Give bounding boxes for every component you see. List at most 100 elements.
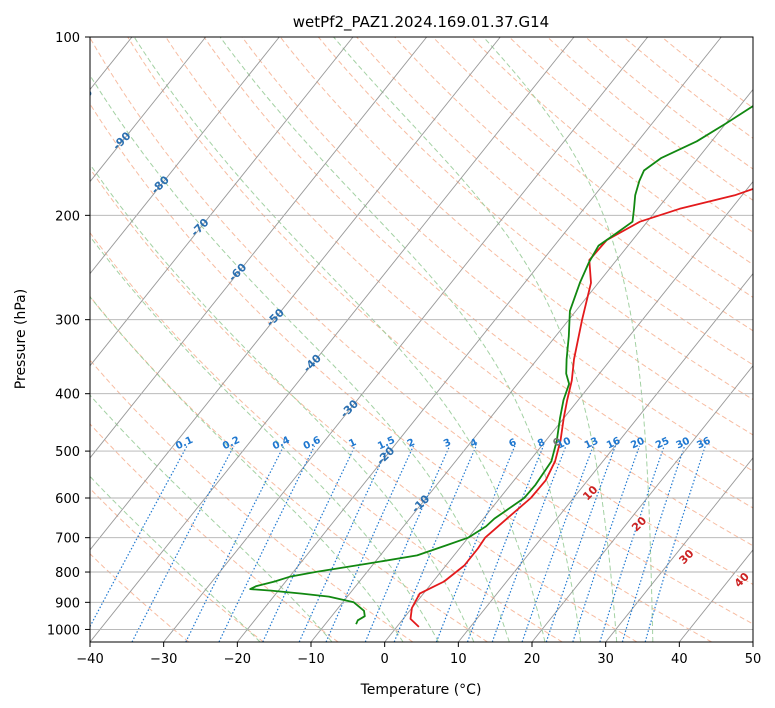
x-tick-label: 20 <box>524 652 541 667</box>
dry-adiabat <box>470 37 753 266</box>
mixing-ratio-label: 2 <box>406 437 417 450</box>
mixing-ratio-label: 36 <box>695 436 712 452</box>
dry-adiabat <box>356 37 753 366</box>
y-tick-label: 1000 <box>47 623 80 638</box>
y-tick-label: 100 <box>55 31 80 46</box>
dry-adiabat <box>279 37 753 436</box>
x-tick-label: −10 <box>297 652 324 667</box>
mixing-ratio-line <box>393 445 477 642</box>
y-tick-label: 500 <box>55 445 80 460</box>
y-tick-label: 600 <box>55 492 80 507</box>
dry-adiabat <box>90 103 712 642</box>
x-tick-label: −20 <box>224 652 251 667</box>
y-tick-label: 900 <box>55 596 80 611</box>
y-tick-label: 300 <box>55 314 80 329</box>
isotherm-label: -60 <box>226 261 249 284</box>
x-tick-label: −30 <box>150 652 177 667</box>
isotherm-line <box>90 37 280 275</box>
mixing-ratio-label: 10 <box>556 436 573 452</box>
moist-adiabat <box>90 74 510 642</box>
chart-title: wetPf2_PAZ1.2024.169.01.37.G14 <box>293 13 549 32</box>
mixing-ratio-label: 6 <box>507 437 518 450</box>
mixing-ratio-line <box>466 445 544 642</box>
isotherm-label: -90 <box>110 129 133 152</box>
moist-adiabat <box>333 37 618 642</box>
isotherm-label: -50 <box>264 306 287 329</box>
dry-adiabat <box>90 295 488 642</box>
moist-adiabat <box>90 235 439 642</box>
mixing-ratio-label: 16 <box>605 436 622 452</box>
moist-adiabat <box>483 37 654 642</box>
mixing-ratio-line <box>545 445 616 642</box>
isotherm-line <box>605 457 753 642</box>
isotherm-line <box>90 37 575 642</box>
mixing-ratio-line <box>521 445 594 642</box>
mixing-ratio-line <box>364 445 451 642</box>
y-tick-label: 800 <box>55 566 80 581</box>
isotherm-label: -100 <box>67 86 96 115</box>
dry-adiabat <box>508 37 753 233</box>
isotherm-line <box>678 549 753 642</box>
isotherm-line <box>90 37 428 459</box>
mixing-ratio-line <box>599 445 665 642</box>
dry-adiabat <box>90 487 264 642</box>
dry-adiabat <box>432 37 753 298</box>
dry-adiabat <box>318 37 753 401</box>
x-tick-label: 40 <box>671 652 688 667</box>
mixing-ratio-label: 25 <box>654 436 671 452</box>
mixing-ratio-line <box>262 445 356 642</box>
mixing-ratio-label: 20 <box>629 436 646 452</box>
x-tick-label: −40 <box>76 652 103 667</box>
dry-adiabat <box>547 37 753 201</box>
mixing-ratio-label: 3 <box>442 437 453 450</box>
isotherm-line <box>752 641 753 642</box>
mixing-ratio-label: 4 <box>469 437 480 450</box>
moist-adiabat <box>90 475 261 642</box>
x-axis-label: Temperature (°C) <box>360 682 482 698</box>
isotherm-label: -30 <box>338 397 361 420</box>
mixing-ratio-line <box>435 445 516 642</box>
isotherm-line <box>531 365 753 642</box>
isotherm-line <box>90 37 207 183</box>
x-tick-label: 10 <box>450 652 467 667</box>
dry-adiabat <box>90 553 190 642</box>
y-axis-label: Pressure (hPa) <box>13 289 29 389</box>
dry-adiabat <box>394 37 753 332</box>
mixing-ratio-line <box>325 445 414 642</box>
dry-adiabat <box>90 423 339 642</box>
isotherm-label: -70 <box>188 216 211 239</box>
y-tick-label: 700 <box>55 532 80 547</box>
dry-adiabat <box>90 167 638 642</box>
mixing-ratio-line <box>644 445 706 642</box>
mixing-ratio-label: 13 <box>583 436 600 452</box>
x-tick-label: 0 <box>381 652 389 667</box>
mixing-ratio-line <box>572 445 641 642</box>
isotherm-line <box>90 37 501 551</box>
isotherm-line <box>90 37 354 367</box>
dry-adiabat <box>241 37 753 472</box>
isotherm-line <box>310 88 753 642</box>
moist-adiabat <box>90 163 475 642</box>
plot-area: -100-90-80-70-60-50-40-30-20-10010203040… <box>67 37 753 642</box>
dry-adiabat <box>585 37 753 170</box>
isotherm-line <box>236 37 722 642</box>
mixing-ratio-line <box>90 445 188 628</box>
dewpoint-profile <box>249 105 753 625</box>
moist-adiabat <box>90 295 404 642</box>
isotherm-line <box>163 37 649 642</box>
temperature-profile <box>409 187 753 628</box>
dry-adiabat <box>203 37 753 509</box>
moist-adiabat <box>133 37 546 642</box>
isotherm-label: -10 <box>409 492 432 515</box>
mixing-ratio-line <box>491 445 567 642</box>
mixing-ratio-label: 30 <box>674 436 691 452</box>
moist-adiabat <box>90 394 333 642</box>
plot-frame <box>89 36 754 643</box>
mixing-ratio-label: 8 <box>536 437 547 450</box>
isotherm-line <box>384 180 753 642</box>
mixing-ratio-label: 1 <box>347 437 358 450</box>
mixing-ratio-line <box>218 445 316 642</box>
mixing-ratio-line <box>621 445 686 642</box>
moist-adiabat <box>219 37 582 642</box>
